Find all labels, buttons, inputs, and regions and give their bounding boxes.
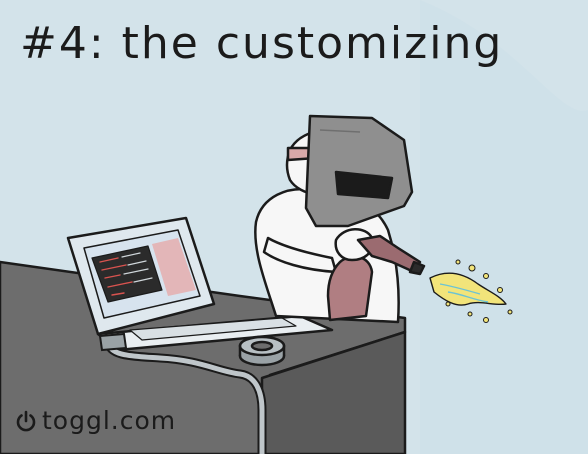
background-shade [420, 0, 588, 454]
screen-pink-panel [152, 238, 196, 296]
welding-torch [356, 234, 426, 276]
power-icon [16, 410, 36, 431]
welding-sparks [429, 272, 507, 306]
comic-caption: #4: the customizing [20, 18, 504, 69]
laptop-keyboard [129, 317, 297, 341]
terminal-text-light [121, 252, 153, 283]
brand-text: toggl.com [42, 406, 177, 435]
fire-extinguisher [326, 228, 375, 322]
laptop [66, 216, 334, 352]
tape-roll [238, 335, 286, 367]
cable [103, 337, 267, 454]
toggl-brand: toggl.com [14, 408, 176, 433]
helmet-visor [334, 170, 394, 200]
cable-connector [98, 332, 128, 352]
terminal-text [99, 257, 133, 296]
spark-dots [445, 259, 513, 323]
welding-helmet [286, 114, 414, 228]
